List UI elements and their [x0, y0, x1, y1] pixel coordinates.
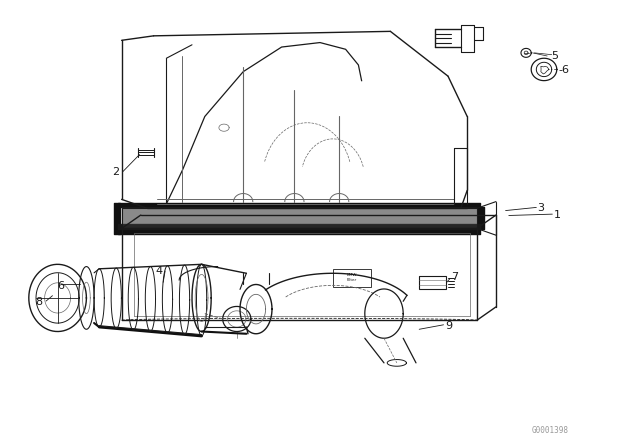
Bar — [333, 269, 371, 287]
Text: -6: -6 — [558, 65, 569, 75]
Text: 8: 8 — [35, 297, 42, 307]
Text: 2: 2 — [112, 168, 119, 177]
Text: 1: 1 — [554, 210, 561, 220]
Text: G0001398: G0001398 — [532, 426, 569, 435]
Text: 6: 6 — [58, 281, 65, 291]
Text: 9: 9 — [445, 321, 452, 331]
Text: 7: 7 — [451, 272, 458, 282]
Text: 5: 5 — [552, 51, 559, 61]
Text: BMW
Filter: BMW Filter — [347, 273, 357, 282]
Bar — [419, 276, 445, 287]
Text: 4: 4 — [156, 266, 163, 276]
Text: 3: 3 — [538, 203, 545, 213]
Bar — [419, 276, 446, 289]
